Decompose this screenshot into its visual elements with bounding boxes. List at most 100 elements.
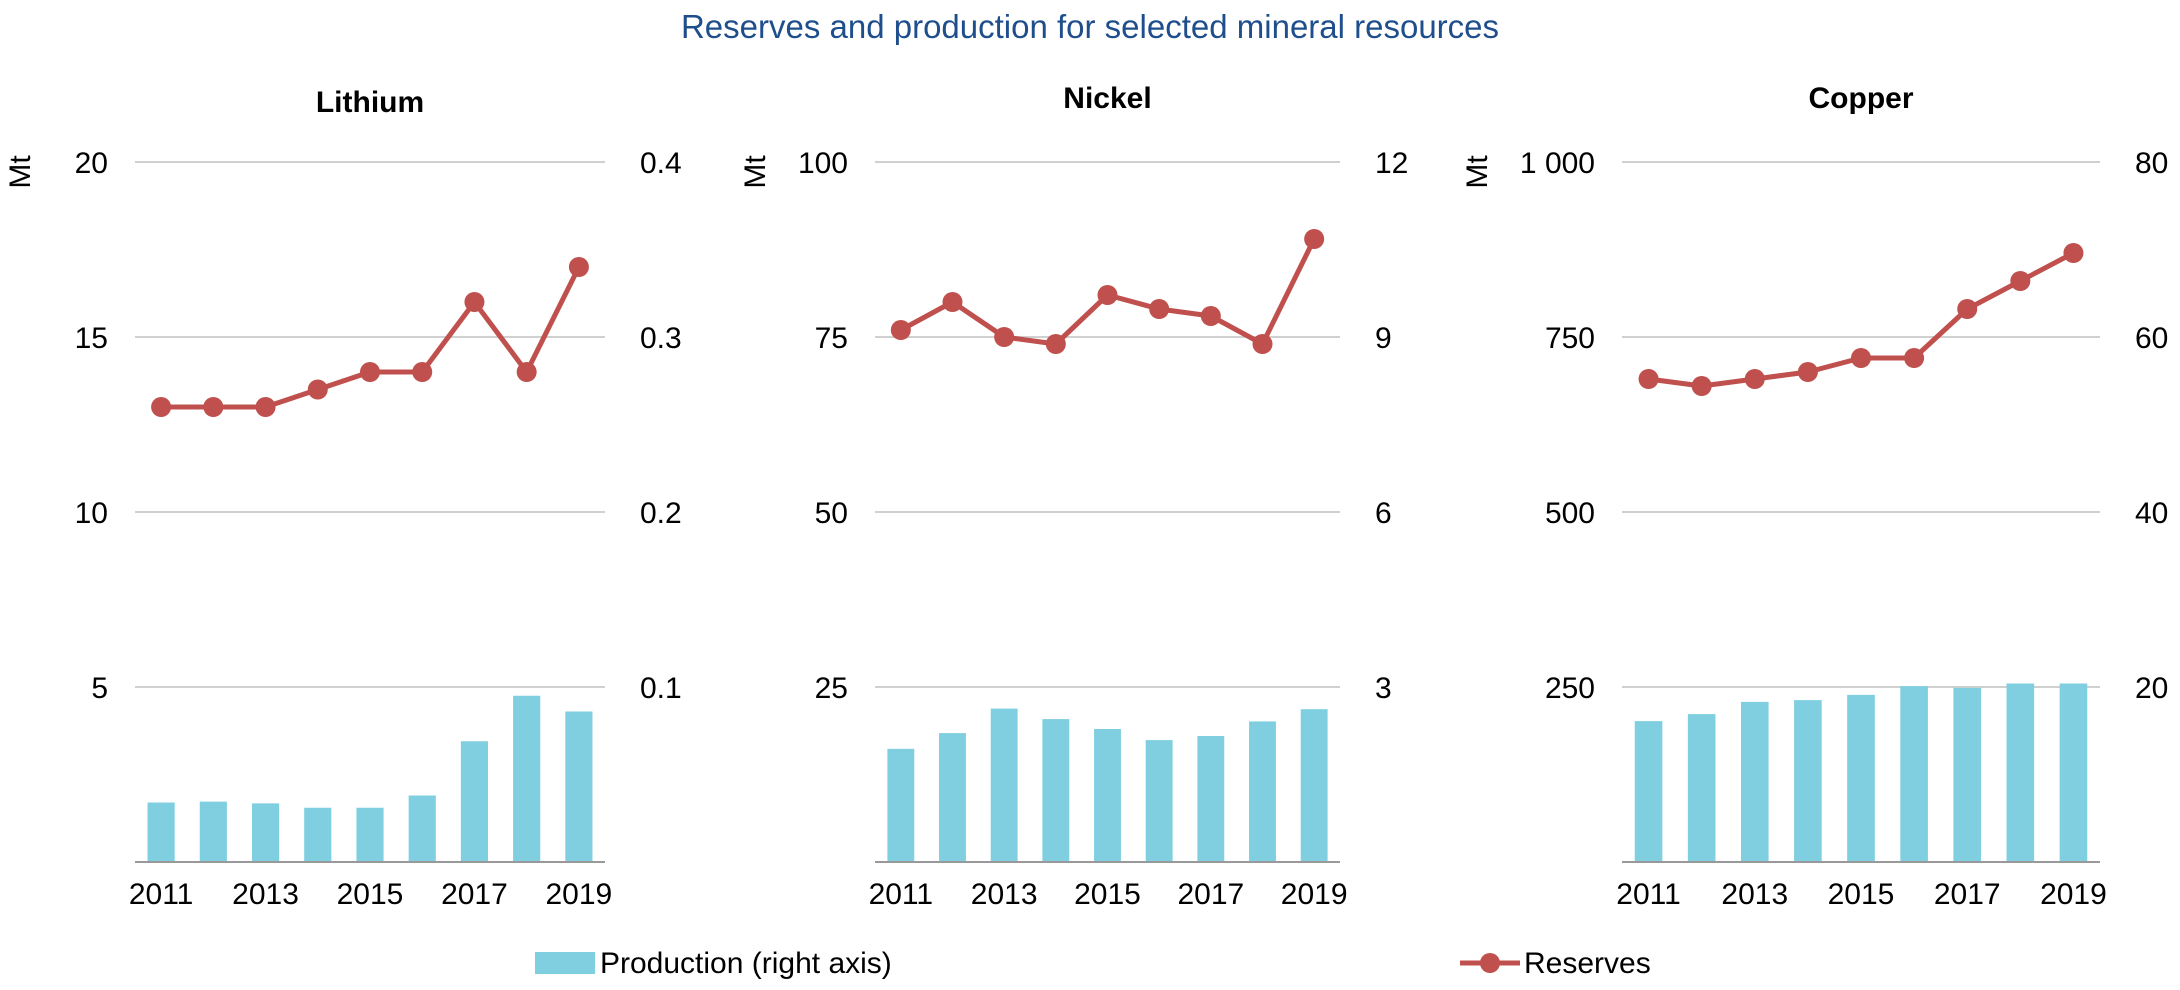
reserves-point-2017 <box>1200 306 1221 326</box>
production-bar-2011 <box>887 748 915 862</box>
production-bar-2013 <box>1740 701 1769 862</box>
main-title: Reserves and production for selected min… <box>681 8 1499 45</box>
legend-reserves-marker <box>1480 953 1500 973</box>
right-tick-label: 20 <box>2135 672 2168 705</box>
left-tick-label: 10 <box>75 497 108 530</box>
x-tick-label: 2019 <box>2040 878 2107 911</box>
panel-lithium: Lithium Mt 5 10 15 20 0.1 0.2 0.3 0.4 2011 2013 2015… <box>4 86 682 911</box>
right-tick-label: 40 <box>2135 497 2168 530</box>
production-bar-2011 <box>147 802 175 862</box>
reserves-point-2017 <box>464 292 485 312</box>
reserves-point-2012 <box>203 397 224 417</box>
production-bar-2019 <box>565 711 593 862</box>
reserves-point-2018 <box>516 362 537 382</box>
y-axis-label: Mt <box>1461 155 1494 189</box>
x-tick-label: 2013 <box>232 878 299 911</box>
reserves-point-2016 <box>1904 348 1925 368</box>
y-axis-label: Mt <box>4 155 37 189</box>
left-tick-label: 100 <box>798 147 848 180</box>
right-tick-label: 80 <box>2135 147 2168 180</box>
x-tick-label: 2015 <box>337 878 404 911</box>
production-bar-2015 <box>1847 694 1875 862</box>
x-tick-label: 2011 <box>1616 878 1681 911</box>
reserves-point-2014 <box>1045 334 1066 354</box>
left-tick-label: 1 000 <box>1520 147 1595 180</box>
reserves-point-2011 <box>151 397 172 417</box>
production-bar-2014 <box>1042 719 1070 862</box>
production-bar-2017 <box>1953 687 1982 862</box>
production-bar-2014 <box>1794 700 1822 862</box>
left-tick-label: 5 <box>91 672 108 705</box>
production-bar-2013 <box>990 708 1018 862</box>
reserves-point-2018 <box>2010 271 2031 291</box>
left-tick-label: 25 <box>815 672 848 705</box>
reserves-point-2011 <box>1638 369 1659 389</box>
x-tick-label: 2015 <box>1828 878 1895 911</box>
production-bar-2015 <box>356 807 384 862</box>
reserves-point-2015 <box>1851 348 1871 368</box>
left-tick-label: 500 <box>1545 497 1595 530</box>
left-tick-label: 15 <box>75 322 108 355</box>
right-tick-label: 3 <box>1375 672 1392 705</box>
reserves-point-2012 <box>1691 376 1712 396</box>
production-bar-2018 <box>513 695 541 862</box>
right-tick-label: 0.1 <box>640 672 682 705</box>
x-tick-label: 2015 <box>1074 878 1141 911</box>
left-tick-label: 75 <box>815 322 848 355</box>
right-tick-label: 0.3 <box>640 322 682 355</box>
reserves-point-2014 <box>1797 362 1818 382</box>
x-tick-label: 2017 <box>1177 878 1244 911</box>
x-tick-label: 2019 <box>546 878 613 911</box>
x-tick-label: 2017 <box>441 878 508 911</box>
panel-title: Nickel <box>1063 82 1151 115</box>
legend-production-label: Production (right axis) <box>600 947 892 980</box>
production-bar-2017 <box>1197 736 1225 862</box>
reserves-point-2018 <box>1252 334 1273 354</box>
panel-nickel: Nickel Mt 25 50 75 100 3 6 9 12 2011 2013 2015 2017 20… <box>739 82 1408 911</box>
production-bar-2018 <box>1249 721 1276 862</box>
y-axis-label: Mt <box>739 155 772 189</box>
reserves-point-2019 <box>1304 229 1325 249</box>
reserves-point-2016 <box>412 362 433 382</box>
right-tick-label: 0.4 <box>640 147 682 180</box>
reserves-point-2019 <box>568 257 589 277</box>
production-bar-2011 <box>1634 721 1663 862</box>
right-tick-label: 0.2 <box>640 497 682 530</box>
left-tick-label: 50 <box>815 497 848 530</box>
production-bar-2015 <box>1094 729 1121 862</box>
reserves-point-2017 <box>1957 299 1978 319</box>
x-tick-label: 2011 <box>129 878 194 911</box>
reserves-point-2019 <box>2063 243 2084 263</box>
production-bar-2016 <box>1900 686 1928 862</box>
production-bar-2012 <box>1687 714 1716 862</box>
production-bar-2017 <box>460 741 489 862</box>
right-tick-label: 12 <box>1375 147 1408 180</box>
reserves-point-2015 <box>1097 285 1118 305</box>
panels: Lithium Mt 5 10 15 20 0.1 0.2 0.3 0.4 2011 2013 2015… <box>4 82 2168 911</box>
production-bar-2018 <box>2006 683 2035 862</box>
production-bar-2012 <box>199 801 227 862</box>
x-tick-label: 2013 <box>1721 878 1788 911</box>
right-tick-label: 6 <box>1375 497 1392 530</box>
production-bar-2013 <box>251 803 280 862</box>
production-bar-2014 <box>304 807 332 862</box>
legend-production-swatch <box>535 952 595 974</box>
right-tick-label: 60 <box>2135 322 2168 355</box>
production-bar-2016 <box>1145 740 1173 862</box>
legend-reserves-label: Reserves <box>1524 947 1651 980</box>
production-bar-2019 <box>1300 709 1328 862</box>
left-tick-label: 750 <box>1545 322 1595 355</box>
reserves-point-2012 <box>942 292 963 312</box>
reserves-point-2014 <box>307 379 328 400</box>
panel-title: Lithium <box>316 86 424 119</box>
x-tick-label: 2011 <box>869 878 934 911</box>
x-tick-label: 2017 <box>1934 878 2001 911</box>
production-bar-2012 <box>939 733 966 862</box>
reserves-point-2013 <box>994 327 1015 347</box>
left-tick-label: 20 <box>75 147 108 180</box>
left-tick-label: 250 <box>1545 672 1595 705</box>
reserves-point-2013 <box>1744 369 1765 389</box>
production-bar-2019 <box>2059 683 2088 862</box>
x-tick-label: 2019 <box>1281 878 1348 911</box>
